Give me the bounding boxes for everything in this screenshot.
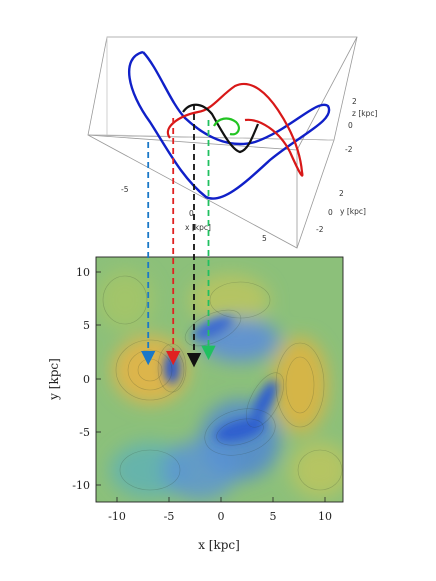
x-tick: 0 [218,510,225,523]
map-frame [95,256,344,503]
x-axis-label-3d: x [kpc] [185,223,211,232]
contour-map-panel: -10 -5 0 5 10 10 5 0 -5 -10 x [kpc] y [k… [47,256,344,552]
contour-field [96,257,343,502]
x-axis-label: x [kpc] [198,538,240,552]
z-tick-3d: -2 [345,145,353,154]
y-axis-label: y [kpc] [47,358,61,401]
x-tick: 5 [270,510,277,523]
z-tick-3d: 2 [352,97,357,106]
y-axis-label-3d: y [kpc] [340,207,366,216]
y-tick: 5 [83,319,90,332]
x-tick: 10 [318,510,332,523]
x-tick-3d: 5 [262,234,267,243]
x-tick-3d: -5 [121,185,129,194]
projection-arrows [140,104,216,368]
map-ticks [96,271,326,502]
y-tick-3d: -2 [316,225,324,234]
z-tick-3d: 0 [348,121,353,130]
x-tick: -10 [108,510,126,523]
y-tick: -10 [72,479,90,492]
x-tick: -5 [164,510,175,523]
orbit-red [166,83,304,177]
x-tick-3d: 0 [189,209,194,218]
y-tick-3d: 0 [328,208,333,217]
orbit-green [213,117,240,136]
y-tick: -5 [79,426,90,439]
orbit-3d-panel: -5 0 5 x [kpc] 2 0 -2 y [kpc] 2 0 -2 z [… [87,36,377,249]
orbit-blue [127,50,331,200]
orbit-black [182,103,260,154]
z-axis-label-3d: z [kpc] [352,109,377,118]
y-tick: 0 [83,373,90,386]
y-tick: 10 [76,266,90,279]
y-tick-3d: 2 [339,189,344,198]
